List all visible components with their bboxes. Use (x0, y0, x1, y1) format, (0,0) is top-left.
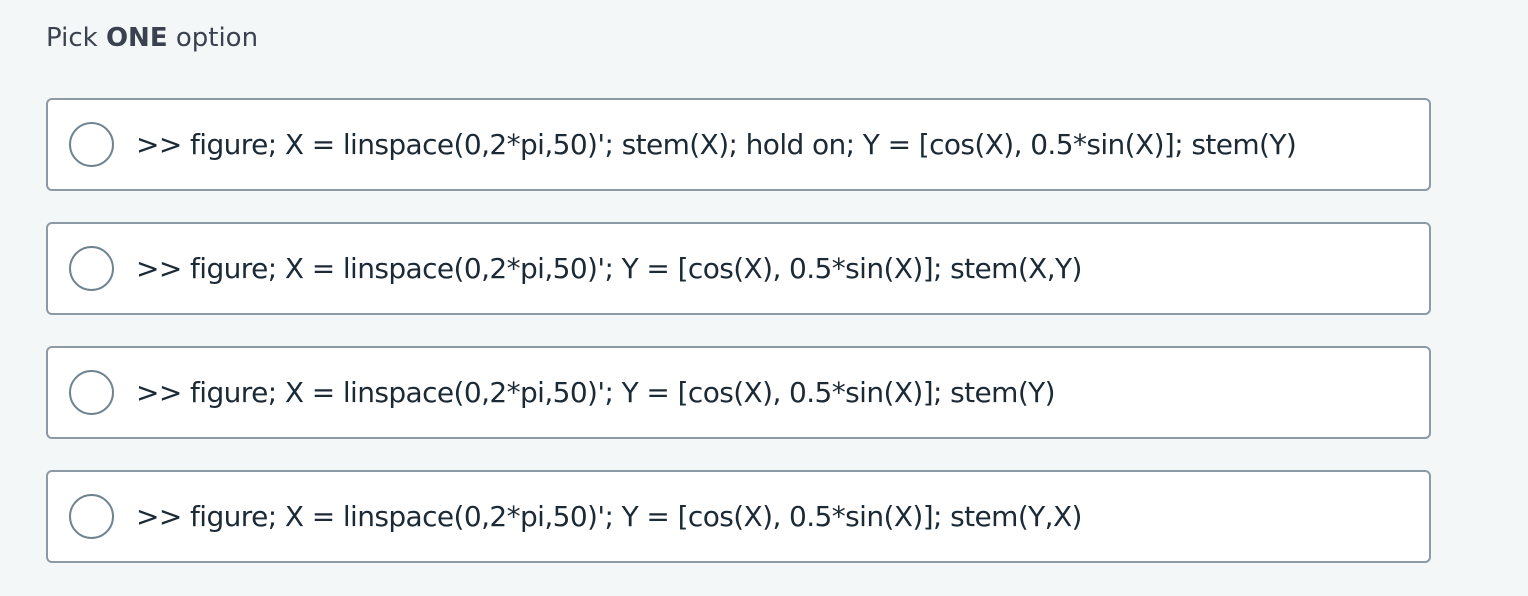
prompt-emphasis: ONE (105, 23, 168, 53)
radio-button-4[interactable] (69, 494, 114, 539)
radio-button-2[interactable] (69, 246, 114, 291)
prompt-prefix: Pick (46, 23, 106, 53)
option-2-label: >> figure; X = linspace(0,2*pi,50)'; Y =… (136, 252, 1082, 285)
option-3-label: >> figure; X = linspace(0,2*pi,50)'; Y =… (136, 376, 1056, 409)
option-2[interactable]: >> figure; X = linspace(0,2*pi,50)'; Y =… (46, 222, 1431, 315)
prompt-suffix: option (167, 23, 259, 53)
radio-button-1[interactable] (69, 122, 114, 167)
question-prompt: Pick ONE option (46, 20, 258, 56)
options-list: >> figure; X = linspace(0,2*pi,50)'; ste… (46, 98, 1431, 563)
option-4-label: >> figure; X = linspace(0,2*pi,50)'; Y =… (136, 500, 1082, 533)
option-4[interactable]: >> figure; X = linspace(0,2*pi,50)'; Y =… (46, 470, 1431, 563)
option-1[interactable]: >> figure; X = linspace(0,2*pi,50)'; ste… (46, 98, 1431, 191)
option-1-label: >> figure; X = linspace(0,2*pi,50)'; ste… (136, 128, 1297, 161)
radio-button-3[interactable] (69, 370, 114, 415)
option-3[interactable]: >> figure; X = linspace(0,2*pi,50)'; Y =… (46, 346, 1431, 439)
